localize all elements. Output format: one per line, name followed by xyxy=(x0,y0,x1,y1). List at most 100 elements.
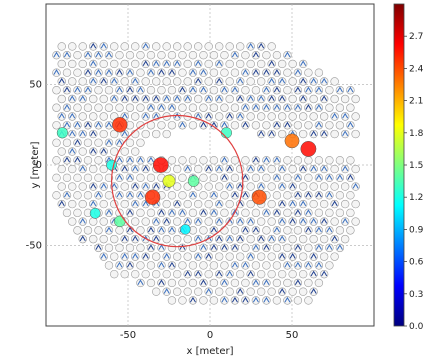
telescope-cell xyxy=(246,42,255,51)
telescope-cell xyxy=(204,59,213,69)
telescope-marker xyxy=(153,235,160,242)
telescope-cell xyxy=(220,103,229,112)
telescope-marker xyxy=(336,244,343,250)
telescope-cell xyxy=(225,112,234,121)
telescope-marker xyxy=(289,182,296,189)
telescope-cell xyxy=(78,77,87,86)
telescope-marker xyxy=(200,244,207,250)
telescope-cell xyxy=(304,243,313,253)
telescope-cell xyxy=(68,182,77,191)
telescope-marker xyxy=(53,69,60,75)
telescope-marker xyxy=(168,69,175,75)
telescope-cell xyxy=(173,252,182,261)
telescope-cell xyxy=(288,77,297,86)
telescope-cell xyxy=(193,199,203,209)
telescope-cell xyxy=(298,287,308,296)
telescope-marker xyxy=(158,261,165,268)
telescope-cell xyxy=(277,252,287,261)
telescope-cell xyxy=(262,226,271,235)
telescope-cell xyxy=(214,164,224,174)
telescope-marker xyxy=(300,95,307,102)
telescope-cell xyxy=(209,191,219,200)
telescope-marker xyxy=(184,165,191,172)
telescope-cell xyxy=(241,50,250,60)
telescope-cell xyxy=(262,208,271,218)
telescope-cell xyxy=(152,129,161,139)
telescope-marker xyxy=(95,191,102,198)
telescope-marker xyxy=(300,60,307,67)
telescope-cell xyxy=(68,42,77,51)
telescope-cell xyxy=(62,103,72,112)
telescope-marker xyxy=(90,200,97,207)
telescope-cell xyxy=(246,182,255,191)
telescope-marker xyxy=(226,182,233,189)
telescope-marker xyxy=(216,60,223,67)
telescope-marker xyxy=(121,95,128,102)
telescope-marker xyxy=(126,69,133,75)
telescope-cell xyxy=(293,208,303,218)
telescope-cell xyxy=(141,112,150,121)
telescope-cell xyxy=(78,234,87,244)
telescope-cell xyxy=(68,217,77,226)
telescope-marker xyxy=(247,253,254,259)
telescope-marker xyxy=(326,174,333,180)
telescope-cell xyxy=(52,138,61,147)
telescope-marker xyxy=(195,253,202,259)
telescope-cell xyxy=(319,252,329,261)
telescope-cell xyxy=(277,59,287,69)
telescope-cell xyxy=(246,269,255,279)
telescope-cell xyxy=(73,86,82,95)
telescope-cell xyxy=(241,86,250,95)
telescope-marker xyxy=(132,253,139,259)
telescope-cell xyxy=(262,261,271,270)
telescope-cell xyxy=(251,50,261,60)
telescope-cell xyxy=(183,269,192,279)
x-tick-label: 50 xyxy=(286,330,299,341)
telescope-marker xyxy=(216,235,223,242)
telescope-cell xyxy=(267,269,276,279)
telescope-marker xyxy=(210,209,217,215)
telescope-marker xyxy=(200,121,207,128)
telescope-cell xyxy=(209,243,219,253)
telescope-marker xyxy=(147,69,154,75)
telescope-cell xyxy=(220,86,229,95)
telescope-cell xyxy=(131,217,140,226)
telescope-marker xyxy=(242,121,249,128)
telescope-cell xyxy=(241,226,250,235)
telescope-cell xyxy=(193,77,203,86)
telescope-cell xyxy=(152,77,161,86)
telescope-marker xyxy=(273,86,280,93)
telescope-cell xyxy=(293,121,303,130)
telescope-cell xyxy=(235,164,245,174)
telescope-marker xyxy=(126,191,133,198)
telescope-cell xyxy=(283,86,292,95)
telescope-cell xyxy=(125,191,135,200)
telescope-cell xyxy=(272,226,282,235)
telescope-cell xyxy=(104,261,114,270)
telescope-marker xyxy=(63,156,71,163)
telescope-cell xyxy=(346,103,355,112)
telescope-cell xyxy=(73,121,82,130)
telescope-marker xyxy=(268,60,275,67)
telescope-cell xyxy=(188,121,198,130)
telescope-cell xyxy=(83,173,93,183)
telescope-cell xyxy=(73,50,82,60)
telescope-cell xyxy=(146,173,156,183)
telescope-cell xyxy=(173,234,182,244)
telescope-cell xyxy=(183,252,192,261)
telescope-marker xyxy=(69,112,76,119)
telescope-marker xyxy=(326,244,333,250)
telescope-cell xyxy=(283,278,292,288)
telescope-cell xyxy=(351,199,360,209)
telescope-marker xyxy=(74,139,81,145)
telescope-cell xyxy=(199,208,208,218)
telescope-marker xyxy=(237,182,244,189)
telescope-cell xyxy=(157,243,166,253)
telescope-cell xyxy=(73,103,82,112)
telescope-cell xyxy=(57,94,66,104)
telescope-cell xyxy=(141,59,150,69)
telescope-cell xyxy=(136,278,145,288)
telescope-cell xyxy=(178,103,187,112)
telescope-cell xyxy=(199,86,208,95)
data-point xyxy=(114,215,126,228)
